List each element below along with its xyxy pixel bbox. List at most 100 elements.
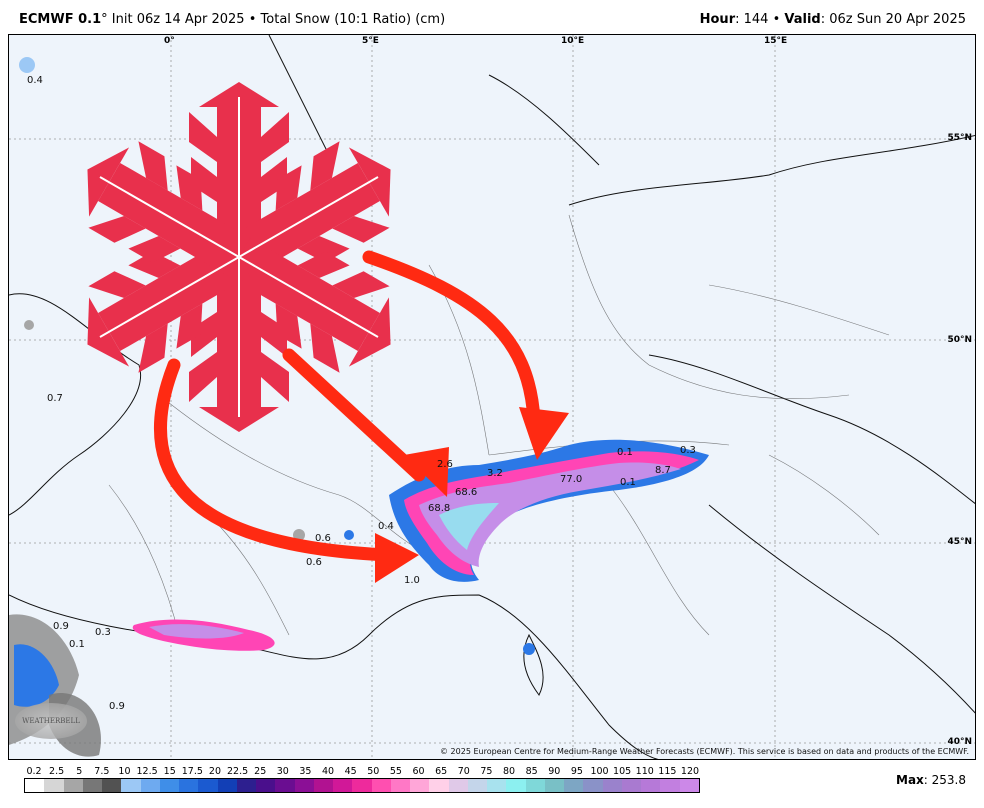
- colorbar-tick-label: 75: [480, 766, 493, 777]
- colorbar-tick-label: 120: [680, 766, 700, 777]
- value-label: 8.7: [655, 465, 671, 476]
- colorbar-tick-label: 80: [502, 766, 516, 777]
- value-label: 77.0: [560, 474, 583, 485]
- value-label: 0.1: [617, 447, 633, 458]
- arrowhead-southeast: [404, 447, 449, 497]
- colorbar-tick-label: 90: [548, 766, 561, 777]
- colorbar-ticks: 0.2 2.5 5 7.5 10 12.5 15 17.5 20 22.5 25 30 35 40 45 50…: [24, 766, 700, 778]
- lon-label-0: 0°: [164, 36, 175, 46]
- product-name: Total Snow (10:1 Ratio) (cm): [260, 12, 446, 27]
- colorbar-swatch: [660, 779, 680, 792]
- colorbar-swatch: [256, 779, 276, 792]
- colorbar-tick-label: 115: [658, 766, 677, 777]
- colorbar-swatch: [487, 779, 507, 792]
- value-label: 0.9: [109, 701, 125, 712]
- colorbar-swatch: [25, 779, 45, 792]
- colorbar-swatch: [313, 779, 333, 792]
- colorbar-swatch: [641, 779, 661, 792]
- colorbar-tick-label: 65: [435, 766, 448, 777]
- valid-label: Valid: [784, 12, 821, 27]
- arrow-straight-southeast: [282, 348, 426, 482]
- value-label: 0.3: [95, 627, 111, 638]
- value-label: 3.2: [487, 468, 503, 479]
- colorbar-tick-label: 30: [276, 766, 289, 777]
- colorbar-swatch: [275, 779, 295, 792]
- colorbar-tick-label: 12.5: [136, 766, 158, 777]
- colorbar-swatch: [525, 779, 545, 792]
- arrow-curve-south: [153, 358, 396, 562]
- value-label: 0.4: [378, 521, 394, 532]
- max-label: Max: [896, 773, 924, 787]
- colorbar-swatch: [82, 779, 102, 792]
- value-label: 1.0: [404, 575, 420, 586]
- snow-field-pyrenees-core: [149, 624, 244, 639]
- colorbar-swatch: [102, 779, 122, 792]
- max-value-readout: Max: 253.8: [896, 773, 966, 787]
- colorbar-swatch: [371, 779, 391, 792]
- lat-label-50n: 50°N: [947, 335, 972, 345]
- value-label: 0.6: [306, 557, 322, 568]
- colorbar-swatch: [583, 779, 603, 792]
- hour-value: : 144: [735, 12, 769, 27]
- colorbar: [24, 778, 700, 793]
- lat-label-40n: 40°N: [947, 737, 972, 747]
- value-label: 0.1: [620, 477, 636, 488]
- arrows: [153, 250, 541, 562]
- colorbar-tick-label: 95: [570, 766, 583, 777]
- colorbar-swatch: [410, 779, 430, 792]
- init-text: Init 06z 14 Apr 2025: [111, 12, 245, 27]
- colorbar-swatch: [333, 779, 353, 792]
- arrowheads: [375, 407, 569, 583]
- snow-map: 0° 5°E 10°E 15°E 55°N 50°N 45°N 40°N 0.4…: [8, 34, 976, 760]
- snow-field-alps-mid: [404, 451, 699, 575]
- value-label: 68.8: [428, 503, 451, 514]
- degree-symbol: °: [101, 12, 108, 27]
- colorbar-tick-label: 50: [367, 766, 380, 777]
- colorbar-swatch: [121, 779, 141, 792]
- colorbar-tick-label: 100: [590, 766, 609, 777]
- colorbar-swatch: [179, 779, 199, 792]
- colorbar-tick-label: 45: [344, 766, 357, 777]
- value-label: 2.6: [437, 459, 453, 470]
- colorbar-swatch: [448, 779, 468, 792]
- colorbar-swatch: [236, 779, 256, 792]
- colorbar-swatch: [44, 779, 64, 792]
- colorbar-tick-label: 0.2: [26, 766, 42, 777]
- lon-label-5e: 5°E: [362, 36, 379, 46]
- valid-value: : 06z Sun 20 Apr 2025: [820, 12, 966, 27]
- model-name: ECMWF 0.1: [19, 12, 102, 27]
- weatherbell-logo: WEATHERBELL: [15, 703, 87, 739]
- colorbar-swatch: [429, 779, 449, 792]
- bullet-separator: •: [248, 12, 257, 27]
- colorbar-tick-label: 85: [525, 766, 538, 777]
- colorbar-tick-label: 25: [254, 766, 267, 777]
- header: ECMWF 0.1° Init 06z 14 Apr 2025 • Total …: [0, 0, 984, 33]
- colorbar-swatch: [159, 779, 179, 792]
- colorbar-tick-label: 10: [118, 766, 131, 777]
- colorbar-tick-label: 15: [163, 766, 176, 777]
- colorbar-tick-label: 105: [613, 766, 632, 777]
- snow-field-alps-peak: [439, 503, 499, 550]
- header-valid-info: Hour: 144 • Valid: 06z Sun 20 Apr 2025: [700, 12, 966, 27]
- colorbar-swatch: [602, 779, 622, 792]
- colorbar-tick-label: 35: [299, 766, 312, 777]
- colorbar-swatch: [63, 779, 83, 792]
- bullet-separator-2: •: [772, 12, 781, 27]
- colorbar-tick-label: 110: [635, 766, 654, 777]
- lat-label-45n: 45°N: [947, 537, 972, 547]
- hour-label: Hour: [699, 12, 736, 27]
- value-label: 0.6: [315, 533, 331, 544]
- colorbar-swatch: [390, 779, 410, 792]
- colorbar-swatch: [506, 779, 526, 792]
- colorbar-tick-label: 55: [389, 766, 402, 777]
- value-label: 0.9: [53, 621, 69, 632]
- colorbar-swatch: [564, 779, 584, 792]
- colorbar-tick-label: 20: [208, 766, 221, 777]
- snow-field-alps-core: [419, 462, 681, 567]
- copyright-notice: © 2025 European Centre for Medium-Range …: [440, 747, 969, 756]
- lat-label-55n: 55°N: [947, 133, 972, 143]
- colorbar-swatch: [621, 779, 641, 792]
- max-value: : 253.8: [923, 773, 966, 787]
- colorbar-swatch: [679, 779, 699, 792]
- colorbar-swatch: [140, 779, 160, 792]
